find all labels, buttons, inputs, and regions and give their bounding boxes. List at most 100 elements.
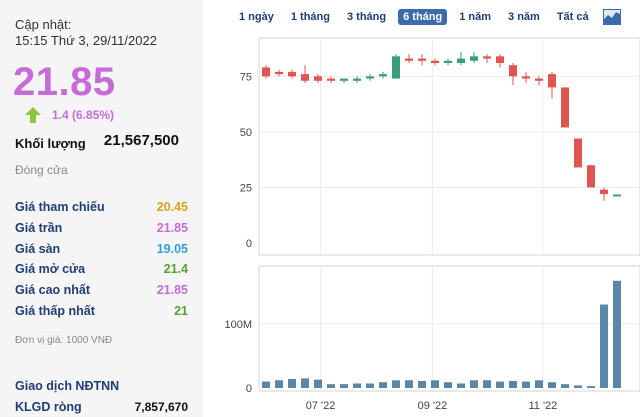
candle-body bbox=[301, 74, 309, 81]
stat-value: 20.45 bbox=[156, 200, 188, 214]
x-tick-label: 09 '22 bbox=[418, 400, 448, 412]
stat-value: 21.85 bbox=[156, 283, 188, 298]
volume-bar bbox=[509, 380, 517, 388]
candle-body bbox=[405, 58, 413, 61]
stat-row-high: Giá cao nhất 21.85 bbox=[15, 283, 188, 304]
price-tick-label: 75 bbox=[240, 71, 252, 83]
volume-bar bbox=[470, 380, 478, 388]
volume-bar bbox=[548, 382, 556, 388]
volume-bar bbox=[522, 381, 530, 388]
x-tick-label: 11 '22 bbox=[528, 400, 557, 412]
volume-bar bbox=[496, 381, 504, 388]
candle-body bbox=[457, 58, 465, 63]
tab-1-year[interactable]: 1 năm bbox=[459, 11, 492, 23]
volume-bar bbox=[366, 383, 374, 388]
stock-info-panel: Cập nhật: 15:15 Thứ 3, 29/11/2022 21.85 … bbox=[0, 0, 203, 417]
candle-body bbox=[431, 60, 439, 63]
candle-body bbox=[535, 78, 543, 81]
update-label: Cập nhật: bbox=[15, 17, 72, 32]
volume-bar bbox=[587, 386, 595, 388]
range-tabs: 1 ngày 1 tháng 3 tháng 6 tháng 1 năm 3 n… bbox=[234, 9, 621, 25]
volume-bar bbox=[262, 381, 270, 388]
tab-3-months[interactable]: 3 tháng bbox=[346, 11, 387, 23]
arrow-up-icon bbox=[25, 107, 41, 123]
stat-value: 21.4 bbox=[163, 262, 188, 277]
stat-row-low: Giá thấp nhất 21 bbox=[15, 304, 188, 325]
candle-body bbox=[509, 65, 517, 77]
price-tick-label: 25 bbox=[240, 182, 252, 194]
stat-value: 19.05 bbox=[156, 241, 188, 256]
volume-bar bbox=[405, 380, 413, 388]
volume-bar bbox=[275, 380, 283, 388]
stat-row-floor: Giá sàn 19.05 bbox=[15, 242, 188, 263]
candle-body bbox=[561, 87, 569, 128]
volume-bar bbox=[288, 379, 296, 388]
stat-label: Giá sàn bbox=[15, 241, 61, 256]
price-unit-note: Đơn vị giá: 1000 VNĐ bbox=[15, 335, 113, 346]
candle-body bbox=[496, 56, 504, 63]
stat-label: Giá trần bbox=[15, 220, 63, 235]
stat-label: Giá thấp nhất bbox=[15, 303, 95, 318]
net-volume-value: 7,857,670 bbox=[134, 400, 188, 414]
current-price: 21.85 bbox=[13, 60, 116, 104]
volume-bar bbox=[314, 379, 322, 388]
stat-value: 21 bbox=[174, 303, 188, 318]
stat-row-ceiling: Giá trần 21.85 bbox=[15, 221, 188, 242]
volume-bar bbox=[327, 384, 335, 388]
volume-bar bbox=[418, 380, 426, 388]
price-change: 1.4 (6.85%) bbox=[52, 108, 115, 122]
volume-bar bbox=[457, 383, 465, 388]
tab-1-day[interactable]: 1 ngày bbox=[239, 11, 274, 23]
update-time: 15:15 Thứ 3, 29/11/2022 bbox=[15, 33, 157, 48]
tab-6-months[interactable]: 6 tháng bbox=[398, 9, 448, 25]
volume-bar bbox=[613, 280, 621, 388]
volume-bar bbox=[340, 384, 348, 388]
volume-bar bbox=[301, 378, 309, 388]
volume-bar bbox=[392, 380, 400, 388]
candle-body bbox=[574, 138, 582, 168]
volume-value: 21,567,500 bbox=[103, 132, 179, 149]
candle-body bbox=[418, 58, 426, 61]
candle-body bbox=[262, 67, 270, 77]
volume-label: Khối lượng bbox=[15, 136, 86, 151]
candle-body bbox=[392, 56, 400, 79]
volume-bar bbox=[561, 384, 569, 388]
volume-panel-frame bbox=[258, 265, 640, 392]
candle-body bbox=[314, 76, 322, 81]
volume-bar bbox=[379, 382, 387, 388]
x-tick-label: 07 '22 bbox=[306, 400, 336, 412]
candle-body bbox=[340, 78, 348, 81]
volume-bar bbox=[600, 304, 608, 388]
volume-bar bbox=[353, 383, 361, 388]
market-status: Đóng cửa bbox=[15, 163, 68, 177]
candle-body bbox=[379, 74, 387, 77]
candle-body bbox=[275, 71, 283, 75]
price-tick-label: 50 bbox=[240, 127, 252, 139]
volume-bar bbox=[483, 380, 491, 388]
tab-all[interactable]: Tất cả bbox=[556, 11, 589, 23]
candle-body bbox=[613, 194, 621, 197]
candle-body bbox=[522, 76, 530, 79]
volume-bar bbox=[535, 380, 543, 388]
net-volume-label: KLGD ròng bbox=[15, 400, 82, 414]
stat-label: Giá mở cửa bbox=[15, 262, 86, 277]
stat-row-reference: Giá tham chiếu 20.45 bbox=[15, 200, 188, 221]
stat-label: Giá tham chiếu bbox=[15, 200, 105, 214]
stat-value: 21.85 bbox=[156, 220, 188, 235]
candle-body bbox=[353, 78, 361, 81]
price-tick-label: 0 bbox=[246, 238, 252, 250]
candle-body bbox=[548, 74, 556, 88]
tab-3-years[interactable]: 3 năm bbox=[508, 11, 540, 23]
stat-row-open: Giá mở cửa 21.4 bbox=[15, 262, 188, 283]
area-chart-icon[interactable] bbox=[602, 9, 621, 25]
volume-tick-label: 100M bbox=[224, 319, 252, 331]
tab-1-month[interactable]: 1 tháng bbox=[290, 11, 330, 23]
volume-bar bbox=[431, 380, 439, 388]
price-change-row: 1.4 (6.85%) bbox=[24, 106, 114, 124]
candle-body bbox=[600, 189, 608, 195]
candle-body bbox=[470, 56, 478, 61]
foreign-trade-title: Giao dịch NĐTNN bbox=[15, 379, 120, 393]
candle-body bbox=[587, 165, 595, 188]
candle-body bbox=[366, 76, 374, 79]
